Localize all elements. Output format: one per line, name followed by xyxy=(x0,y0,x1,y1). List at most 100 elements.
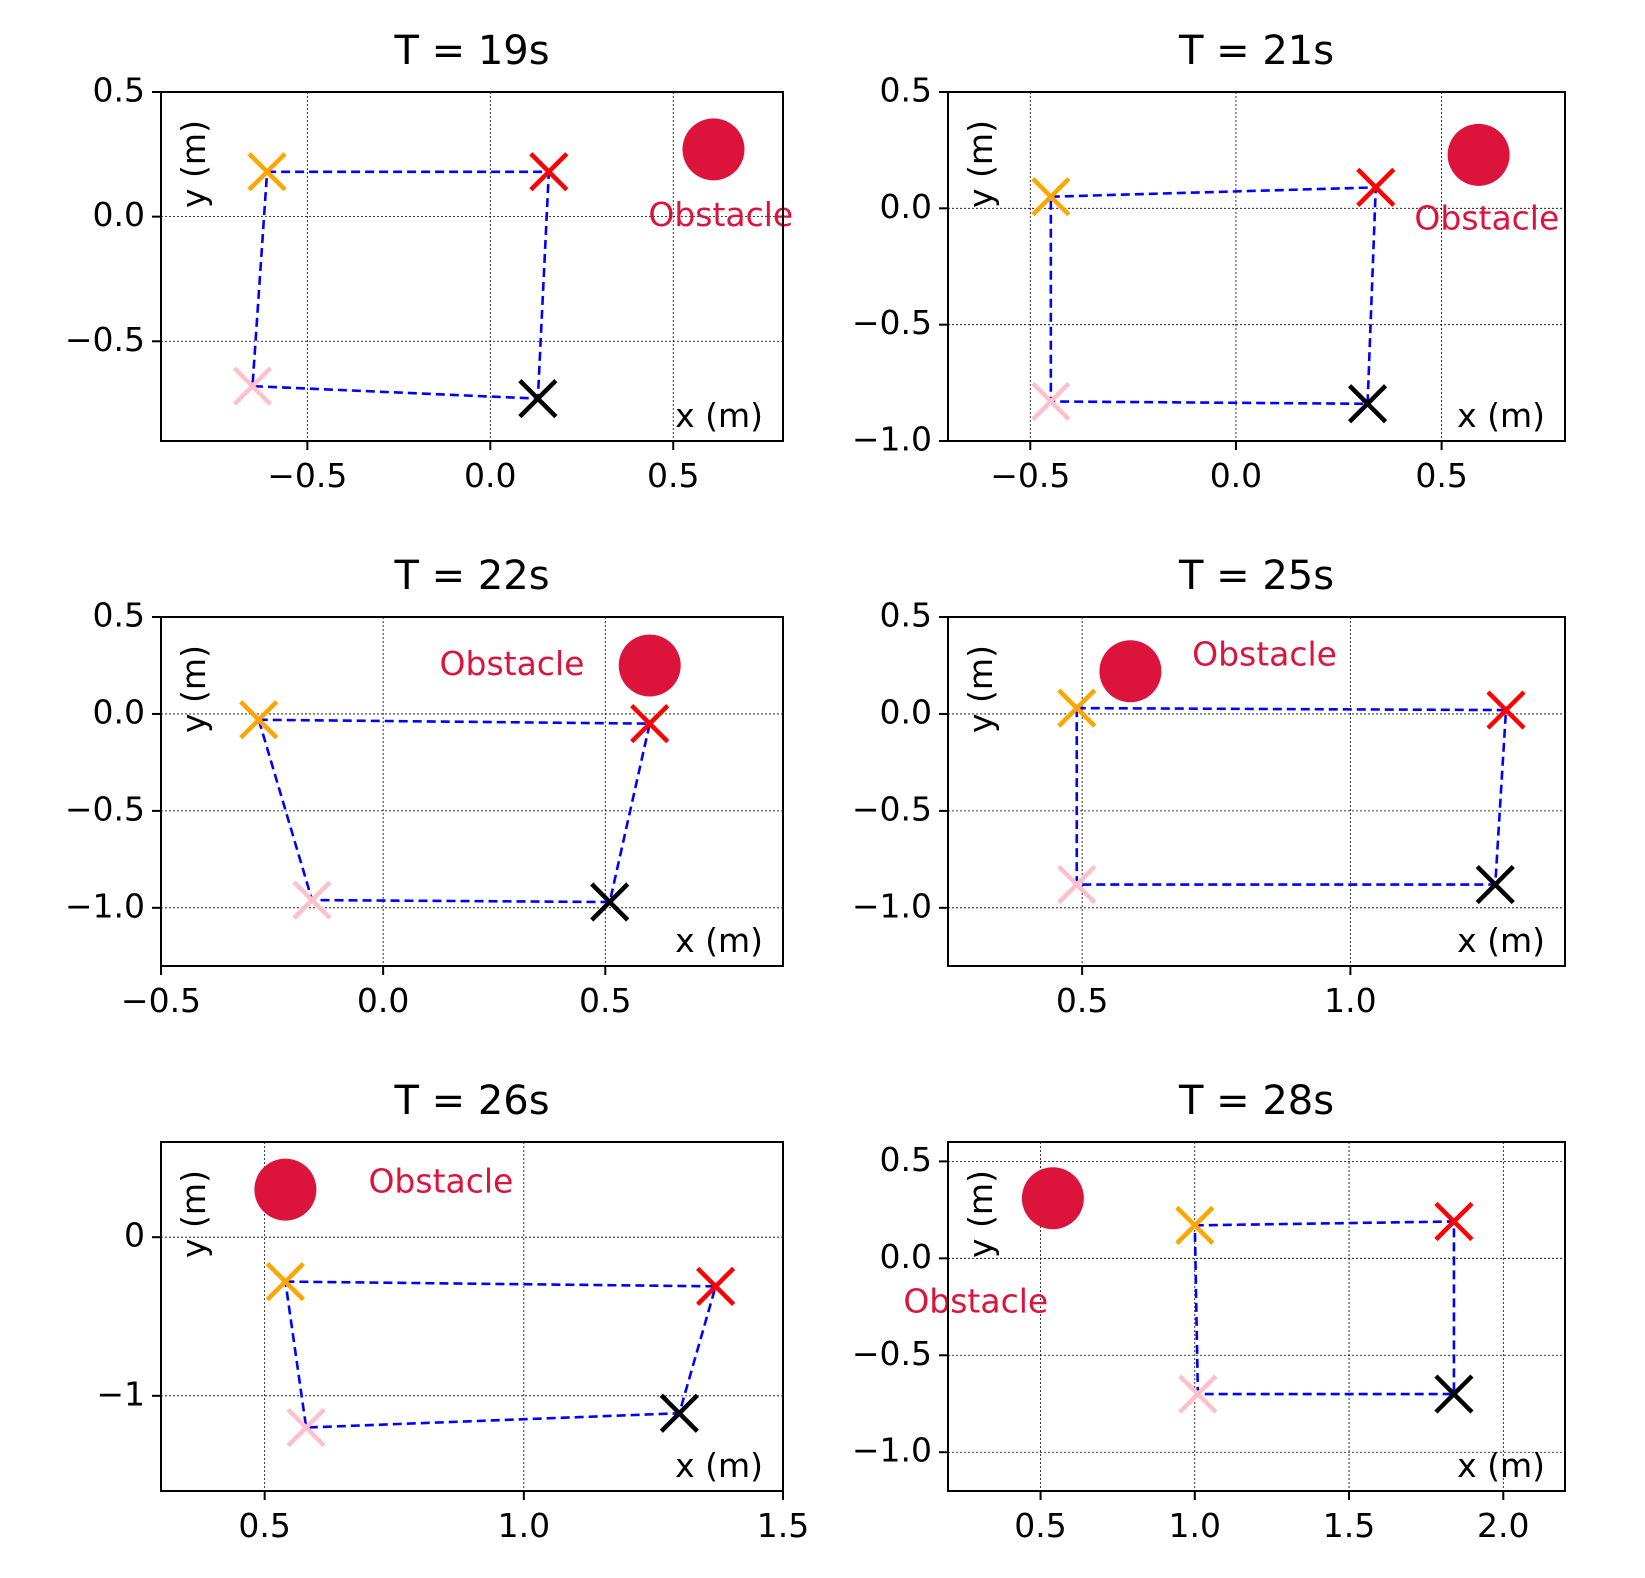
x-tick-label: −0.5 xyxy=(121,981,201,1020)
marker-orange xyxy=(247,152,287,192)
subplot-title: T = 21s xyxy=(1178,28,1334,74)
x-tick-label: 0.0 xyxy=(464,456,516,495)
obstacle-circle xyxy=(682,118,745,181)
y-tick-label: 0.5 xyxy=(93,71,145,110)
y-tick-label: −1.0 xyxy=(852,886,932,925)
subplot-5: Obstacle 0.5 1.0 1.5 −1 0 T = 26s x (m) y (m) xyxy=(96,1078,809,1545)
axes-frame xyxy=(160,616,784,967)
y-tick-label: −1 xyxy=(96,1374,145,1413)
axes-frame xyxy=(160,1141,784,1492)
obstacle-label: Obstacle xyxy=(903,1281,1048,1320)
y-tick-label: 0.0 xyxy=(93,692,145,731)
marker-black xyxy=(518,379,558,419)
subplot-title: T = 26s xyxy=(393,1078,549,1124)
x-axis-label: x (m) xyxy=(675,1446,763,1485)
subplot-6: Obstacle 0.5 1.0 1.5 2.0 −1.0 −0.5 0.0 0.5 T = 28… xyxy=(852,1078,1566,1545)
x-tick-label: 0.5 xyxy=(1415,456,1467,495)
x-tick-label: −0.5 xyxy=(267,456,347,495)
obstacle-circle xyxy=(1447,123,1510,186)
y-tick-label: −1.0 xyxy=(65,886,145,925)
marker-pink xyxy=(232,366,273,406)
marker-black xyxy=(659,1393,699,1433)
y-tick-label: −0.5 xyxy=(852,789,932,828)
marker-pink xyxy=(1031,381,1071,422)
x-axis-label: x (m) xyxy=(1457,921,1545,960)
x-tick-label: 1.0 xyxy=(1169,1506,1221,1545)
obstacle-circle xyxy=(1099,640,1162,703)
axes-frame xyxy=(947,616,1566,967)
x-tick-label: 0.0 xyxy=(1210,456,1262,495)
x-axis-label: x (m) xyxy=(675,921,763,960)
marker-red xyxy=(1434,1201,1474,1242)
robot-path xyxy=(284,1280,718,1429)
subplot-3: Obstacle −0.5 0.0 0.5 −1.0 −0.5 0.0 0.5 T = 22s x… xyxy=(65,553,784,1020)
x-tick-label: 0.5 xyxy=(1056,981,1108,1020)
axes-frame xyxy=(947,91,1566,442)
obstacle-label: Obstacle xyxy=(1192,634,1337,673)
robot-path xyxy=(251,170,551,400)
robot-path xyxy=(1193,1220,1456,1396)
y-tick-label: 0.0 xyxy=(880,692,932,731)
y-tick-label: −0.5 xyxy=(65,320,145,359)
obstacle-circle xyxy=(254,1158,317,1221)
y-axis-label: y (m) xyxy=(174,1170,213,1258)
y-tick-label: −0.5 xyxy=(852,303,932,342)
x-tick-label: 2.0 xyxy=(1477,1506,1529,1545)
y-tick-label: 0.0 xyxy=(880,1237,932,1276)
y-tick-label: 0.5 xyxy=(880,1140,932,1179)
y-tick-label: 0.5 xyxy=(880,596,932,635)
marker-red xyxy=(696,1266,736,1306)
obstacle-circle xyxy=(1021,1167,1084,1230)
marker-pink xyxy=(292,880,332,920)
marker-orange xyxy=(265,1262,305,1302)
y-axis-label: y (m) xyxy=(961,1170,1000,1258)
obstacle-label: Obstacle xyxy=(648,195,793,234)
y-tick-label: −1.0 xyxy=(852,420,932,459)
subplot-2: Obstacle −0.5 0.0 0.5 −1.0 −0.5 0.0 0.5 T = 21s x… xyxy=(852,28,1566,495)
subplot-1: Obstacle −0.5 0.0 0.5 −0.5 0.0 0.5 T = 19s x (m)… xyxy=(65,28,793,495)
axes-frame xyxy=(160,91,784,442)
axes-frame xyxy=(947,1141,1566,1492)
y-axis-label: y (m) xyxy=(961,120,1000,208)
marker-orange xyxy=(239,700,279,740)
x-tick-label: 0.5 xyxy=(647,456,699,495)
marker-red xyxy=(1356,167,1396,207)
subplot-title: T = 25s xyxy=(1178,553,1334,599)
y-axis-label: y (m) xyxy=(961,645,1000,733)
y-axis-label: y (m) xyxy=(174,645,213,733)
robot-path xyxy=(1075,706,1508,886)
x-tick-label: 0.5 xyxy=(579,981,631,1020)
subplot-title: T = 22s xyxy=(393,553,549,599)
obstacle-circle xyxy=(618,634,681,697)
marker-red xyxy=(1486,690,1526,730)
marker-black xyxy=(1475,864,1515,905)
obstacle-label: Obstacle xyxy=(1414,198,1559,237)
y-tick-label: 0.5 xyxy=(93,596,145,635)
x-tick-label: 0.0 xyxy=(357,981,409,1020)
y-tick-label: 0.0 xyxy=(880,187,932,226)
x-axis-label: x (m) xyxy=(1457,1446,1545,1485)
x-tick-label: 1.0 xyxy=(498,1506,550,1545)
y-tick-label: −0.5 xyxy=(65,789,145,828)
marker-pink xyxy=(1178,1374,1218,1414)
marker-pink xyxy=(1057,864,1097,905)
obstacle-label: Obstacle xyxy=(440,644,585,683)
subplot-4: Obstacle 0.5 1.0 −1.0 −0.5 0.0 0.5 T = 25s x (m)… xyxy=(852,553,1566,1020)
x-tick-label: 0.5 xyxy=(238,1506,290,1545)
y-tick-label: 0 xyxy=(124,1216,145,1255)
marker-black xyxy=(590,882,630,922)
robot-path xyxy=(1049,186,1378,406)
x-axis-label: x (m) xyxy=(1457,396,1545,435)
marker-orange xyxy=(1057,688,1097,728)
marker-red xyxy=(529,152,569,192)
obstacle-label: Obstacle xyxy=(368,1162,513,1201)
marker-orange xyxy=(1175,1205,1215,1245)
marker-black xyxy=(1434,1374,1474,1414)
y-axis-label: y (m) xyxy=(174,120,213,208)
y-tick-label: −0.5 xyxy=(852,1334,932,1373)
marker-orange xyxy=(1031,177,1071,217)
marker-red xyxy=(630,704,670,744)
robot-path xyxy=(257,718,652,904)
x-tick-label: 1.5 xyxy=(757,1506,809,1545)
x-tick-label: 1.0 xyxy=(1324,981,1376,1020)
